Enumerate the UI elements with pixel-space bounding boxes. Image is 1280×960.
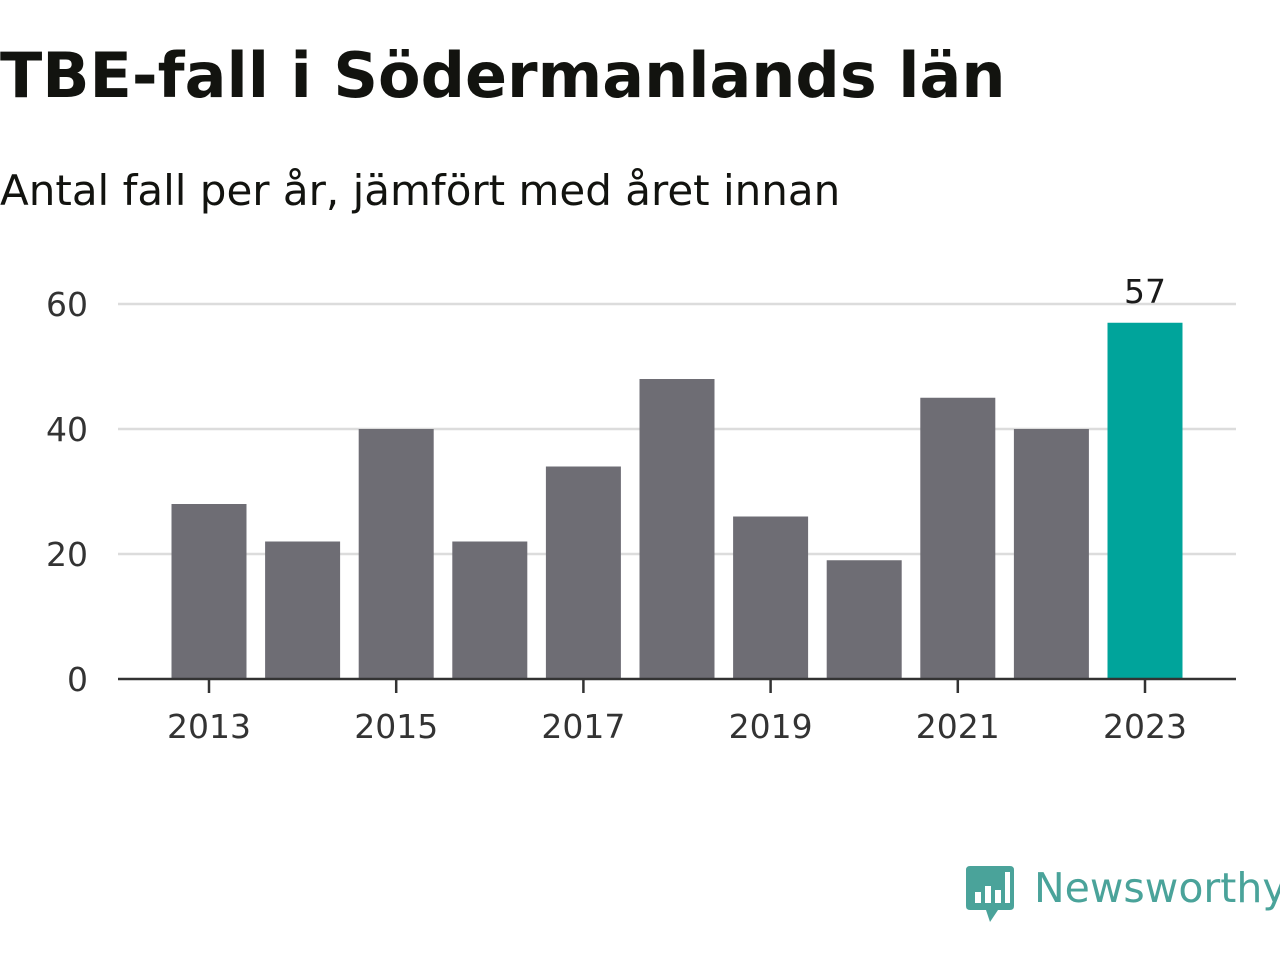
x-tick-label: 2019 xyxy=(729,707,813,746)
bar-2016 xyxy=(452,541,528,679)
x-tick-label: 2015 xyxy=(354,707,438,746)
bar-2018 xyxy=(639,379,715,679)
bar-2019 xyxy=(733,516,809,679)
data-label-2023: 57 xyxy=(1124,272,1166,311)
bar-2022 xyxy=(1013,429,1089,679)
bars xyxy=(171,322,1183,679)
bar-2013 xyxy=(171,504,247,679)
bar-2015 xyxy=(358,429,434,679)
bar-2021 xyxy=(920,397,996,679)
data-labels: 57 xyxy=(1124,272,1166,311)
x-tick-label: 2013 xyxy=(167,707,251,746)
bar-2017 xyxy=(545,466,621,679)
brand: Newsworthy xyxy=(964,862,1280,926)
y-tick-label: 60 xyxy=(46,285,88,324)
y-tick-label: 0 xyxy=(67,660,88,699)
bar-2020 xyxy=(826,560,902,679)
x-tick-label: 2021 xyxy=(916,707,1000,746)
chart-subtitle: Antal fall per år, jämfört med året inna… xyxy=(0,166,841,215)
brand-name: Newsworthy xyxy=(1034,864,1280,912)
x-tick-label: 2023 xyxy=(1103,707,1187,746)
y-tick-label: 20 xyxy=(46,535,88,574)
bar-chart-speech-bubble-icon xyxy=(966,866,1014,922)
y-tick-label: 40 xyxy=(46,410,88,449)
axes: 0 20 40 60 2013 2015 2017 2019 2021 2023 xyxy=(46,285,1236,746)
bar-2014 xyxy=(265,541,341,679)
x-tick-label: 2017 xyxy=(541,707,625,746)
chart-title: TBE-fall i Södermanlands län xyxy=(0,39,1006,112)
bar-2023 xyxy=(1107,322,1183,679)
